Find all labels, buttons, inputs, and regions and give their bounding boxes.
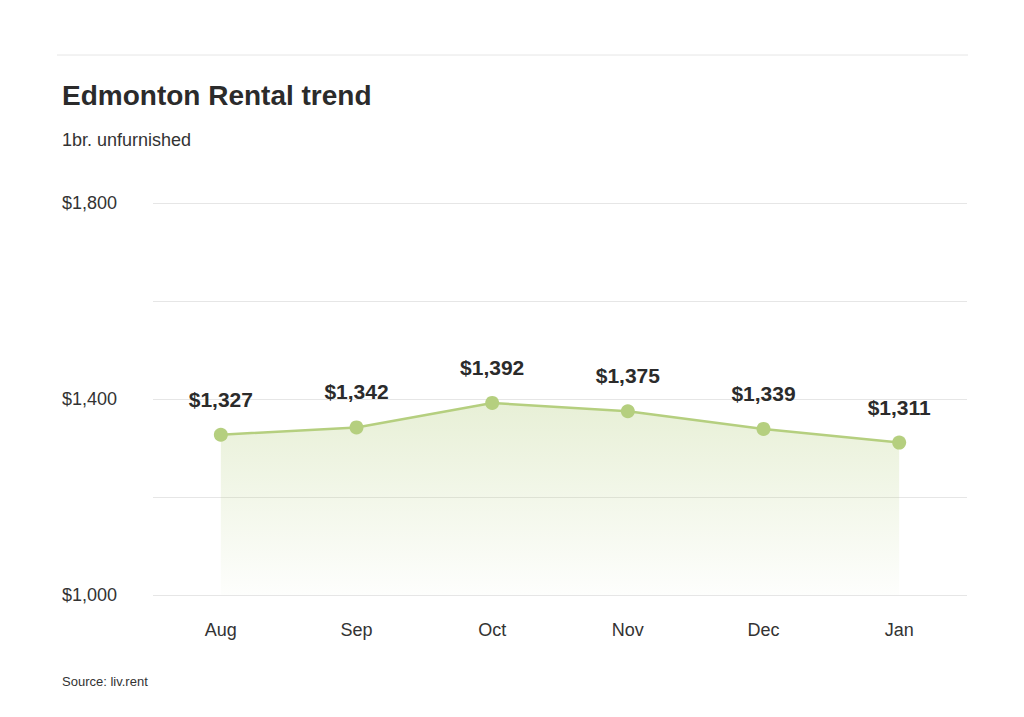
svg-text:$1,311: $1,311 (868, 396, 931, 419)
svg-text:Nov: Nov (612, 620, 644, 640)
svg-text:Sep: Sep (340, 620, 372, 640)
svg-text:$1,000: $1,000 (62, 585, 117, 605)
svg-text:$1,327: $1,327 (189, 388, 253, 411)
svg-text:1br. unfurnished: 1br. unfurnished (62, 130, 191, 150)
svg-text:$1,400: $1,400 (62, 389, 117, 409)
svg-text:Source: liv.rent: Source: liv.rent (62, 674, 148, 689)
svg-text:$1,392: $1,392 (460, 356, 524, 379)
svg-text:$1,375: $1,375 (596, 364, 661, 387)
svg-text:$1,800: $1,800 (62, 193, 117, 213)
svg-text:Dec: Dec (747, 620, 779, 640)
svg-text:$1,339: $1,339 (731, 382, 795, 405)
svg-text:Edmonton Rental trend: Edmonton Rental trend (62, 80, 372, 111)
svg-text:$1,342: $1,342 (324, 380, 388, 403)
svg-text:Jan: Jan (885, 620, 914, 640)
svg-text:Aug: Aug (205, 620, 237, 640)
svg-text:Oct: Oct (478, 620, 506, 640)
